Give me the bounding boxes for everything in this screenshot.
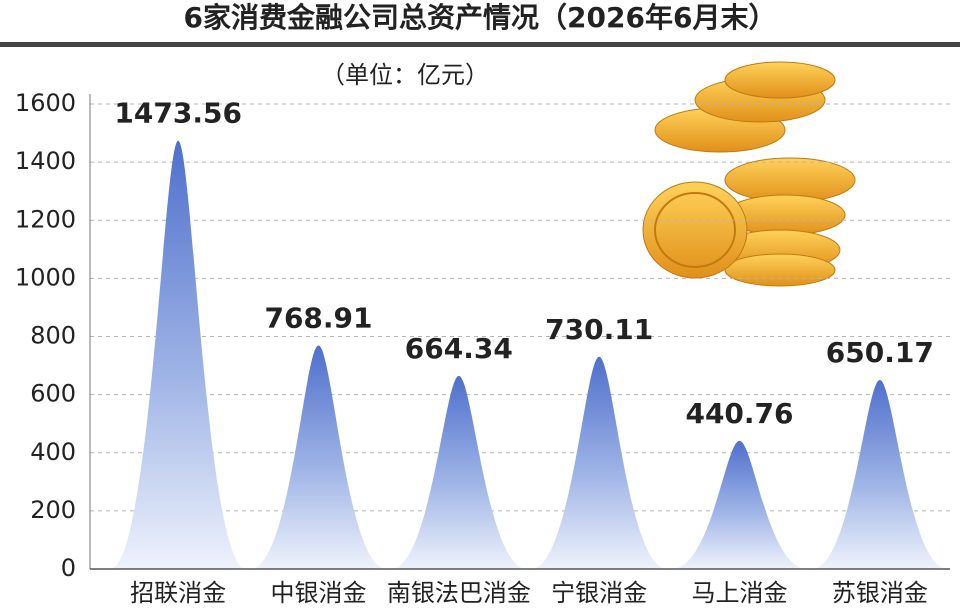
chart-subtitle: （单位：亿元）: [321, 61, 489, 89]
data-label: 664.34: [405, 332, 513, 365]
y-tick-label: 800: [30, 322, 76, 350]
peak: [390, 375, 527, 569]
peak: [531, 356, 668, 569]
x-tick-label: 南银法巴消金: [387, 579, 531, 607]
peak: [671, 440, 808, 569]
x-tick-label: 招联消金: [130, 579, 226, 607]
coins-illustration: [642, 61, 856, 287]
y-tick-label: 1400: [15, 147, 76, 175]
peak: [811, 380, 948, 569]
x-tick-label: 宁银消金: [551, 579, 647, 607]
peak: [110, 140, 247, 569]
y-tick-label: 1200: [15, 205, 76, 233]
title-rule: [0, 42, 960, 47]
y-tick-label: 400: [30, 438, 76, 466]
peak: [250, 345, 387, 569]
y-tick-label: 1600: [15, 89, 76, 117]
x-tick-label: 苏银消金: [832, 579, 928, 607]
data-label: 650.17: [826, 336, 934, 369]
data-label: 440.76: [685, 397, 793, 430]
data-label: 768.91: [264, 302, 372, 335]
x-tick-label: 马上消金: [692, 579, 788, 607]
data-label: 730.11: [545, 313, 653, 346]
y-tick-label: 1000: [15, 263, 76, 291]
data-label: 1473.56: [114, 97, 242, 130]
x-tick-label: 中银消金: [271, 579, 367, 607]
chart-title: 6家消费金融公司总资产情况（2026年6月末）: [184, 1, 777, 34]
y-tick-label: 600: [30, 380, 76, 408]
y-tick-label: 200: [30, 496, 76, 524]
y-tick-label: 0: [61, 554, 76, 582]
